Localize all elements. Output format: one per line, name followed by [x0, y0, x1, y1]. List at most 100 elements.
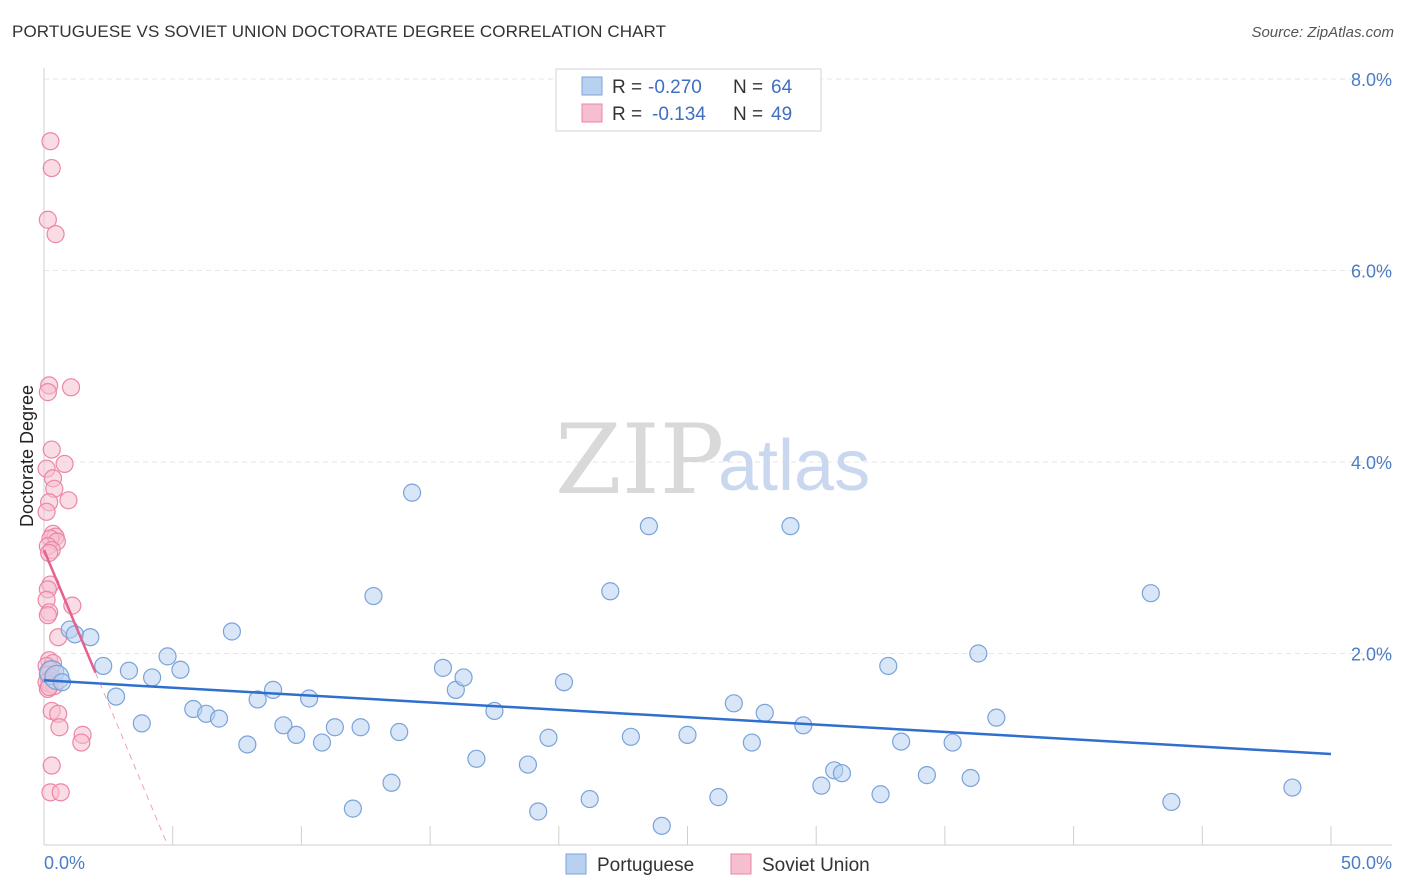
portuguese-point [724, 694, 743, 713]
bottom-legend-swatch-portuguese [565, 853, 587, 875]
portuguese-point [781, 517, 800, 536]
soviet-union-point [42, 158, 61, 178]
y-axis-label: Doctorate Degree [17, 385, 37, 527]
soviet-union-point [61, 378, 81, 397]
bottom-legend-swatch-soviet-union [730, 853, 752, 875]
legend-r-label-soviet-union: R = [612, 104, 642, 125]
watermark-atlas: atlas [718, 426, 870, 506]
legend-swatch-soviet-union [581, 103, 603, 123]
portuguese-point [742, 733, 761, 752]
portuguese-point [433, 658, 453, 677]
portuguese-point [529, 802, 548, 821]
portuguese-point [119, 661, 139, 680]
portuguese-point [678, 725, 697, 744]
soviet-union-point [37, 502, 56, 521]
portuguese-point [382, 773, 401, 792]
portuguese-point [143, 668, 162, 687]
portuguese-point [106, 687, 126, 706]
y-tick-label: 4.0% [1351, 453, 1392, 473]
x-tick-marks [172, 826, 1332, 845]
portuguese-point [812, 776, 831, 795]
portuguese-point [943, 733, 962, 752]
soviet-union-point [41, 132, 60, 151]
portuguese-point [755, 703, 774, 722]
bottom-legend-portuguese: Portuguese [597, 855, 694, 876]
portuguese-point [300, 689, 319, 708]
portuguese-point [709, 788, 728, 807]
soviet-union-point [40, 543, 59, 563]
x-tick-label-max: 50.0% [1341, 853, 1392, 873]
portuguese-point [94, 656, 113, 676]
source-label: Source: ZipAtlas.com [1251, 24, 1394, 41]
y-tick-label: 6.0% [1351, 262, 1392, 282]
portuguese-point [639, 517, 658, 536]
portuguese-point [209, 709, 229, 728]
portuguese-point [652, 816, 671, 835]
soviet-union-point [42, 756, 61, 775]
portuguese-point [518, 755, 538, 774]
soviet-union-points [37, 132, 92, 802]
grid [44, 78, 1392, 654]
legend-r-label-portuguese: R = [612, 77, 642, 98]
portuguese-point [539, 728, 558, 747]
portuguese-point [961, 768, 980, 788]
soviet-union-point [51, 783, 70, 802]
chart-title: PORTUGUESE VS SOVIET UNION DOCTORATE DEG… [12, 22, 667, 41]
legend-n-label-portuguese: N = [733, 77, 763, 98]
portuguese-point [892, 732, 911, 751]
bottom-legend-soviet-union: Soviet Union [762, 855, 870, 876]
legend-n-value-portuguese: 64 [771, 77, 793, 98]
legend-r-value-soviet-union: -0.134 [652, 104, 706, 125]
y-tick-labels: 2.0% 4.0% 6.0% 8.0% [1351, 70, 1392, 665]
soviet-union-point [50, 718, 69, 737]
portuguese-point [987, 708, 1006, 727]
soviet-union-trendline [42, 549, 97, 674]
soviet-union-point [59, 491, 78, 510]
legend-swatch-portuguese [581, 76, 603, 96]
soviet-union-point [55, 454, 74, 474]
portuguese-point [263, 680, 283, 699]
portuguese-point [312, 733, 332, 752]
bottom-legend: Portuguese Soviet Union [565, 853, 870, 876]
legend-r-value-portuguese: -0.270 [648, 77, 702, 98]
portuguese-point [390, 722, 409, 742]
soviet-union-point [38, 210, 57, 229]
portuguese-trendline [43, 679, 1332, 756]
portuguese-point [274, 716, 293, 735]
portuguese-points [39, 483, 1302, 835]
soviet-union-point [46, 225, 65, 244]
soviet-union-trendline-extension [95, 672, 169, 846]
portuguese-point [969, 644, 988, 663]
watermark-zip: ZIP [555, 404, 724, 516]
portuguese-point [621, 727, 640, 746]
portuguese-point [325, 718, 344, 737]
portuguese-point [1141, 584, 1160, 603]
portuguese-point [601, 582, 620, 601]
soviet-union-point [42, 440, 61, 459]
portuguese-point [222, 622, 242, 641]
y-tick-label: 2.0% [1351, 645, 1392, 665]
x-tick-label-min: 0.0% [44, 853, 85, 873]
portuguese-point [364, 586, 383, 606]
trendlines [42, 549, 1332, 846]
soviet-union-point [38, 383, 57, 402]
legend: R = -0.270 N = 64 R = -0.134 N = 49 [555, 68, 822, 132]
portuguese-point [287, 725, 306, 744]
soviet-union-point [72, 733, 91, 752]
soviet-union-point [38, 606, 57, 625]
portuguese-point [832, 764, 852, 783]
portuguese-point [1283, 778, 1302, 797]
portuguese-point [158, 647, 177, 666]
portuguese-point [554, 673, 574, 692]
legend-n-value-soviet-union: 49 [771, 104, 792, 125]
portuguese-point [171, 660, 190, 679]
legend-n-label-soviet-union: N = [733, 104, 763, 125]
portuguese-point [248, 690, 267, 709]
portuguese-point [343, 799, 362, 818]
portuguese-point [402, 483, 422, 502]
portuguese-point [351, 718, 370, 737]
portuguese-point [871, 785, 890, 804]
portuguese-point [467, 749, 486, 768]
portuguese-point [917, 766, 936, 785]
